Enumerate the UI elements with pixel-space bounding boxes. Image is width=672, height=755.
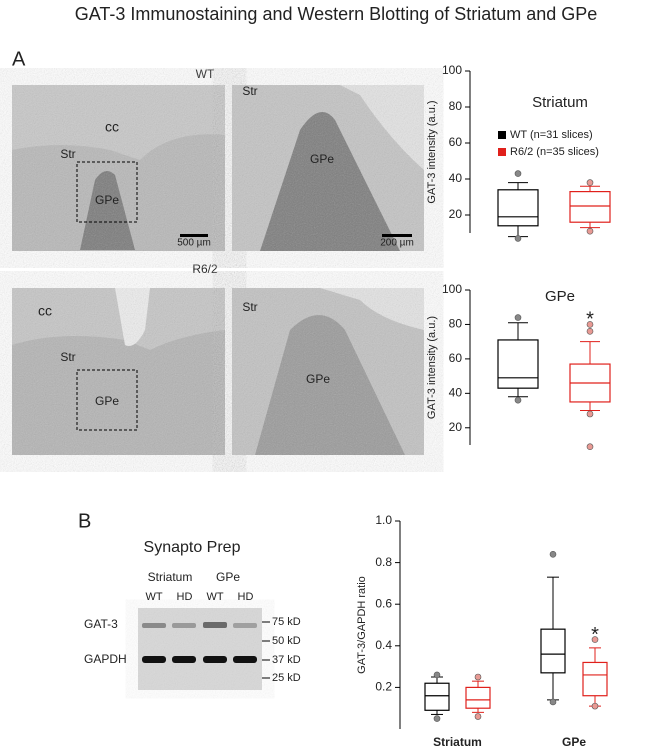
region-label: GPe — [310, 152, 334, 166]
region-label: cc — [38, 303, 52, 319]
region-label: GPe — [216, 570, 240, 584]
band-label: GAPDH — [84, 652, 127, 666]
scale-bar-label: 500 µm — [177, 238, 211, 249]
y-tick-label: 1.0 — [375, 513, 392, 527]
outlier — [433, 715, 441, 722]
micrograph — [232, 288, 424, 455]
region-label: Str — [60, 350, 75, 364]
annotation: * — [586, 309, 594, 331]
genotype-label: WT — [196, 67, 215, 81]
y-tick-label: 0.2 — [375, 680, 392, 694]
scale-bar-label: 200 µm — [380, 238, 414, 249]
blot — [138, 608, 270, 690]
x-tick-label: GPe — [562, 735, 586, 749]
y-axis-label: GAT-3/GAPDH ratio — [356, 576, 368, 674]
region-label: GPe — [95, 193, 119, 207]
marker-label: 25 kD — [272, 672, 301, 684]
legend-label: R6/2 (n=35 slices) — [510, 146, 599, 158]
x-tick-label: Striatum — [433, 735, 482, 749]
y-axis-label: GAT-3 intensity (a.u.) — [426, 316, 438, 419]
chart-title: GPe — [545, 288, 575, 305]
lane-label: HD — [238, 591, 254, 603]
y-tick-label: 40 — [449, 386, 463, 400]
box — [569, 191, 611, 223]
y-tick-label: 20 — [449, 420, 463, 434]
region-label: GPe — [306, 372, 330, 386]
lane-label: WT — [206, 591, 223, 603]
micrograph — [12, 288, 225, 455]
box — [424, 682, 450, 711]
outlier — [514, 170, 522, 177]
marker-label: 50 kD — [272, 635, 301, 647]
outlier — [433, 671, 441, 679]
y-tick-label: 0.4 — [375, 638, 392, 652]
outlier — [586, 179, 594, 186]
region-label: cc — [105, 119, 119, 135]
box — [540, 628, 566, 674]
legend-swatch — [498, 148, 506, 156]
outlier — [549, 698, 557, 706]
region-label: Str — [242, 84, 257, 98]
marker-label: 75 kD — [272, 616, 301, 628]
box — [582, 661, 608, 697]
outlier — [474, 673, 482, 681]
y-tick-label: 100 — [442, 63, 462, 77]
outlier — [514, 235, 522, 242]
blot-title: Synapto Prep — [144, 539, 241, 556]
y-tick-label: 60 — [449, 351, 463, 365]
panel-letter: A — [12, 48, 26, 70]
region-label: Str — [242, 300, 257, 314]
outlier — [514, 396, 522, 404]
y-axis-label: GAT-3 intensity (a.u.) — [426, 100, 438, 203]
micrograph — [232, 85, 424, 251]
outlier — [549, 550, 557, 558]
y-tick-label: 40 — [449, 171, 463, 185]
outlier — [591, 636, 599, 643]
chart-title: Striatum — [532, 94, 588, 111]
legend-swatch — [498, 131, 506, 139]
outlier — [474, 713, 482, 720]
outlier — [591, 702, 599, 710]
y-tick-label: 0.6 — [375, 596, 392, 610]
figure-title: GAT-3 Immunostaining and Western Blottin… — [75, 4, 598, 24]
outlier — [514, 314, 522, 321]
y-tick-label: 80 — [449, 317, 463, 331]
outlier — [586, 410, 594, 418]
region-label: Striatum — [148, 570, 193, 584]
micrograph — [12, 85, 225, 251]
box — [465, 686, 491, 709]
outlier — [586, 227, 594, 235]
outlier — [586, 443, 594, 451]
marker-label: 37 kD — [272, 654, 301, 666]
box — [497, 189, 539, 227]
y-tick-label: 60 — [449, 135, 463, 149]
band-label: GAT-3 — [84, 617, 118, 631]
y-tick-label: 80 — [449, 99, 463, 113]
panel-letter: B — [78, 510, 91, 532]
region-label: Str — [60, 147, 75, 161]
outlier — [586, 328, 594, 335]
genotype-label: R6/2 — [192, 262, 218, 276]
lane-label: HD — [177, 591, 193, 603]
outlier — [586, 321, 594, 328]
legend-label: WT (n=31 slices) — [510, 129, 593, 141]
box — [497, 339, 539, 389]
y-tick-label: 0.8 — [375, 555, 392, 569]
lane-label: WT — [145, 591, 162, 603]
annotation: * — [591, 624, 599, 646]
y-tick-label: 20 — [449, 207, 463, 221]
y-tick-label: 100 — [442, 282, 462, 296]
region-label: GPe — [95, 394, 119, 408]
